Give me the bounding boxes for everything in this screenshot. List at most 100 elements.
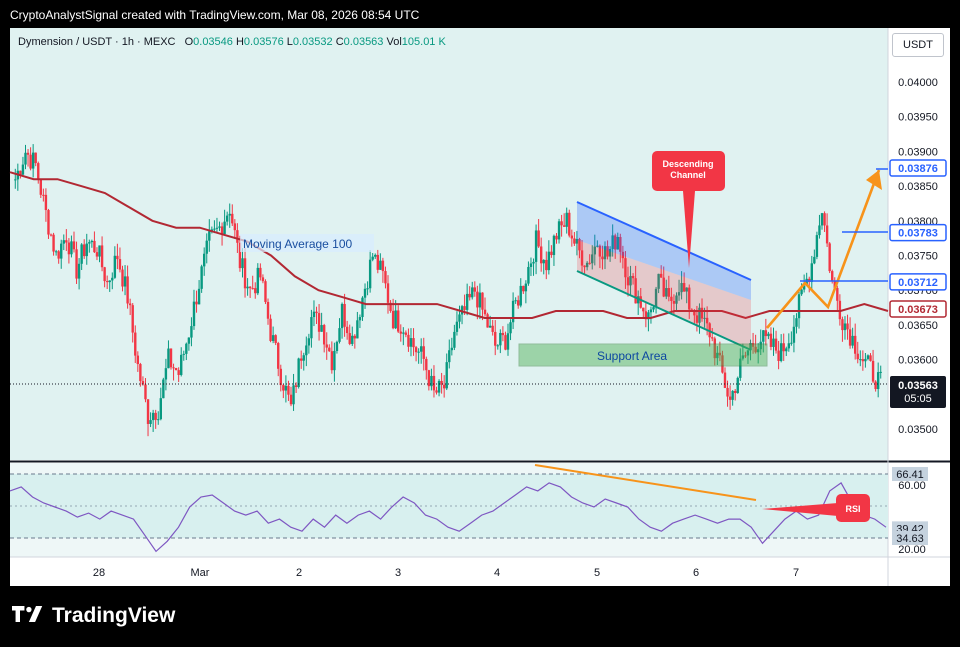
candle-body	[121, 269, 124, 287]
candle-body	[394, 310, 397, 329]
price-tick-label: 0.03950	[898, 112, 938, 124]
candle-body	[52, 234, 55, 252]
candle-body	[100, 245, 104, 268]
candle-body	[570, 235, 574, 239]
candle-body	[208, 231, 211, 241]
close-label: C	[335, 36, 344, 48]
candle-body	[713, 338, 716, 359]
candle-body	[601, 256, 604, 260]
chart-caption: CryptoAnalystSignal created with Trading…	[10, 8, 420, 22]
candle-body	[205, 240, 208, 254]
candle-body	[476, 291, 479, 308]
candle-body	[450, 347, 454, 351]
candle-body	[473, 287, 477, 292]
candle-body	[488, 325, 492, 328]
candle-body	[317, 313, 321, 332]
candle-body	[869, 355, 872, 361]
candle-body	[29, 154, 32, 169]
candle-body	[62, 240, 65, 244]
candle-body	[57, 251, 60, 259]
candle-body	[136, 355, 140, 365]
candle-body	[98, 245, 101, 257]
price-tick-label: 0.03850	[898, 181, 938, 193]
candle-body	[407, 334, 410, 347]
candle-body	[414, 347, 418, 353]
candle-body	[279, 368, 282, 386]
candle-body	[501, 332, 505, 336]
candle-body	[292, 385, 295, 405]
candle-body	[856, 353, 859, 360]
candle-body	[864, 358, 867, 362]
candle-body	[680, 283, 683, 293]
candle-body	[524, 283, 528, 292]
candle-body	[31, 152, 35, 169]
candles-layer	[14, 144, 882, 437]
candle-body	[483, 309, 487, 315]
candle-body	[659, 273, 663, 278]
channel-callout-label: Descending Channel	[662, 159, 713, 180]
candle-body	[427, 370, 431, 387]
candle-body	[103, 267, 106, 282]
candle-body	[105, 281, 109, 283]
candle-body	[616, 236, 619, 250]
candle-body	[465, 293, 469, 310]
candle-body	[606, 246, 609, 257]
candle-body	[146, 399, 150, 424]
candle-body	[667, 288, 671, 297]
candle-body	[575, 238, 579, 244]
candle-body	[430, 375, 433, 387]
channel-bottom-line	[576, 270, 752, 351]
candle-body	[578, 238, 581, 251]
candle-body	[116, 255, 119, 260]
price-level-label: 0.03712	[898, 277, 938, 289]
price-tick-label: 0.03750	[898, 251, 938, 263]
currency-button[interactable]: USDT	[892, 33, 944, 57]
candle-body	[792, 326, 796, 343]
candle-body	[139, 364, 142, 382]
candle-body	[545, 259, 548, 271]
time-tick-label: Mar	[191, 567, 210, 579]
candle-body	[312, 311, 316, 318]
candle-body	[682, 283, 686, 292]
candle-body	[228, 213, 231, 216]
candle-body	[90, 240, 94, 243]
candle-body	[172, 367, 175, 369]
candle-body	[47, 210, 50, 235]
tradingview-logo-icon	[12, 604, 44, 628]
candle-body	[629, 275, 632, 286]
candle-body	[361, 297, 364, 318]
candle-body	[853, 335, 857, 354]
candle-body	[162, 379, 165, 399]
high-value: 0.03576	[243, 36, 284, 48]
candle-body	[716, 352, 719, 359]
candle-body	[21, 164, 25, 175]
candle-body	[506, 333, 510, 350]
candle-body	[386, 283, 390, 303]
candle-body	[751, 343, 755, 347]
candle-body	[675, 295, 678, 304]
price-level-label: 0.03673	[898, 304, 938, 316]
candle-body	[251, 288, 254, 290]
candle-body	[866, 355, 870, 359]
candle-body	[305, 345, 308, 356]
candle-body	[813, 256, 816, 264]
candle-body	[626, 277, 630, 286]
candle-body	[195, 301, 198, 305]
candle-body	[703, 317, 706, 319]
candle-body	[259, 267, 262, 278]
candle-body	[519, 285, 522, 306]
candle-body	[552, 235, 556, 256]
candle-body	[75, 249, 78, 279]
candle-body	[800, 289, 803, 295]
time-tick-label: 2	[296, 567, 302, 579]
candle-body	[254, 288, 257, 294]
candle-body	[384, 271, 387, 284]
candle-body	[131, 305, 134, 333]
last-price-countdown: 05:05	[904, 393, 932, 405]
candle-body	[197, 288, 201, 305]
candle-body	[547, 251, 551, 271]
candle-body	[83, 244, 86, 257]
candle-body	[494, 331, 497, 346]
candle-body	[169, 348, 173, 368]
